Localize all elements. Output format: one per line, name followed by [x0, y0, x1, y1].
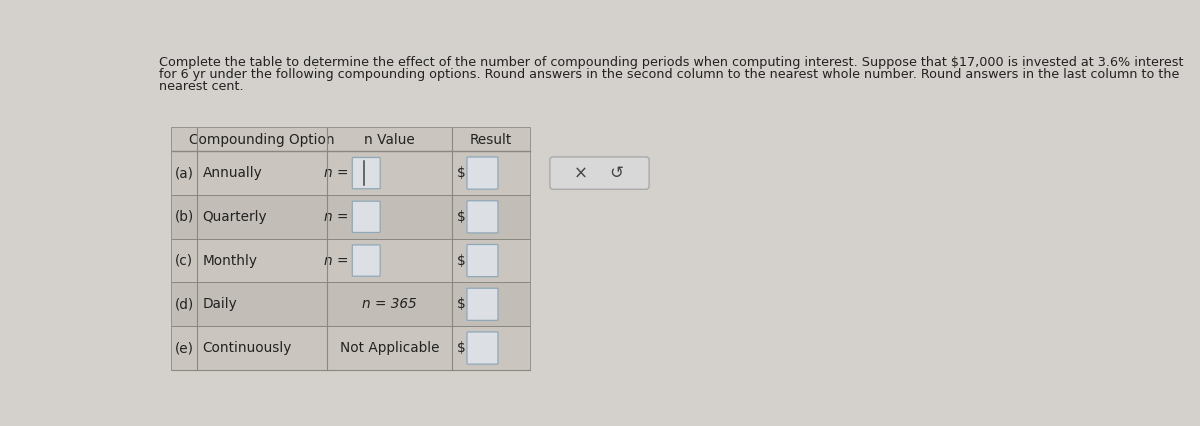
- Text: n Value: n Value: [364, 132, 415, 147]
- Text: Annually: Annually: [203, 166, 263, 180]
- Text: $: $: [457, 297, 466, 311]
- Text: $: $: [457, 210, 466, 224]
- Text: ×: ×: [574, 164, 588, 182]
- Text: (a): (a): [175, 166, 193, 180]
- Text: Continuously: Continuously: [203, 341, 292, 355]
- Bar: [172, 195, 529, 239]
- FancyBboxPatch shape: [467, 332, 498, 364]
- Text: nearest cent.: nearest cent.: [160, 81, 244, 93]
- Text: Quarterly: Quarterly: [203, 210, 268, 224]
- FancyBboxPatch shape: [467, 157, 498, 189]
- Bar: [172, 282, 529, 326]
- Text: $: $: [457, 341, 466, 355]
- Text: Monthly: Monthly: [203, 253, 258, 268]
- Text: (b): (b): [174, 210, 193, 224]
- Bar: [172, 326, 529, 370]
- FancyBboxPatch shape: [550, 157, 649, 189]
- Text: n = 365: n = 365: [362, 297, 416, 311]
- Text: Daily: Daily: [203, 297, 238, 311]
- FancyBboxPatch shape: [353, 201, 380, 233]
- Text: $: $: [457, 166, 466, 180]
- Text: $: $: [457, 253, 466, 268]
- Bar: [172, 239, 529, 282]
- Text: for 6 yr under the following compounding options. Round answers in the second co: for 6 yr under the following compounding…: [160, 68, 1180, 81]
- Text: ↺: ↺: [610, 164, 623, 182]
- Text: Compounding Option: Compounding Option: [188, 132, 335, 147]
- Text: n =: n =: [324, 253, 348, 268]
- Text: (e): (e): [175, 341, 193, 355]
- Text: (d): (d): [174, 297, 193, 311]
- Text: Not Applicable: Not Applicable: [340, 341, 439, 355]
- FancyBboxPatch shape: [353, 158, 380, 189]
- Text: n =: n =: [324, 210, 348, 224]
- FancyBboxPatch shape: [353, 245, 380, 276]
- Text: (c): (c): [175, 253, 193, 268]
- Bar: [172, 128, 529, 151]
- Bar: [172, 128, 529, 370]
- FancyBboxPatch shape: [467, 201, 498, 233]
- Bar: [172, 151, 529, 195]
- Text: Result: Result: [470, 132, 512, 147]
- FancyBboxPatch shape: [467, 245, 498, 276]
- Text: n =: n =: [324, 166, 348, 180]
- Text: Complete the table to determine the effect of the number of compounding periods : Complete the table to determine the effe…: [160, 56, 1183, 69]
- FancyBboxPatch shape: [467, 288, 498, 320]
